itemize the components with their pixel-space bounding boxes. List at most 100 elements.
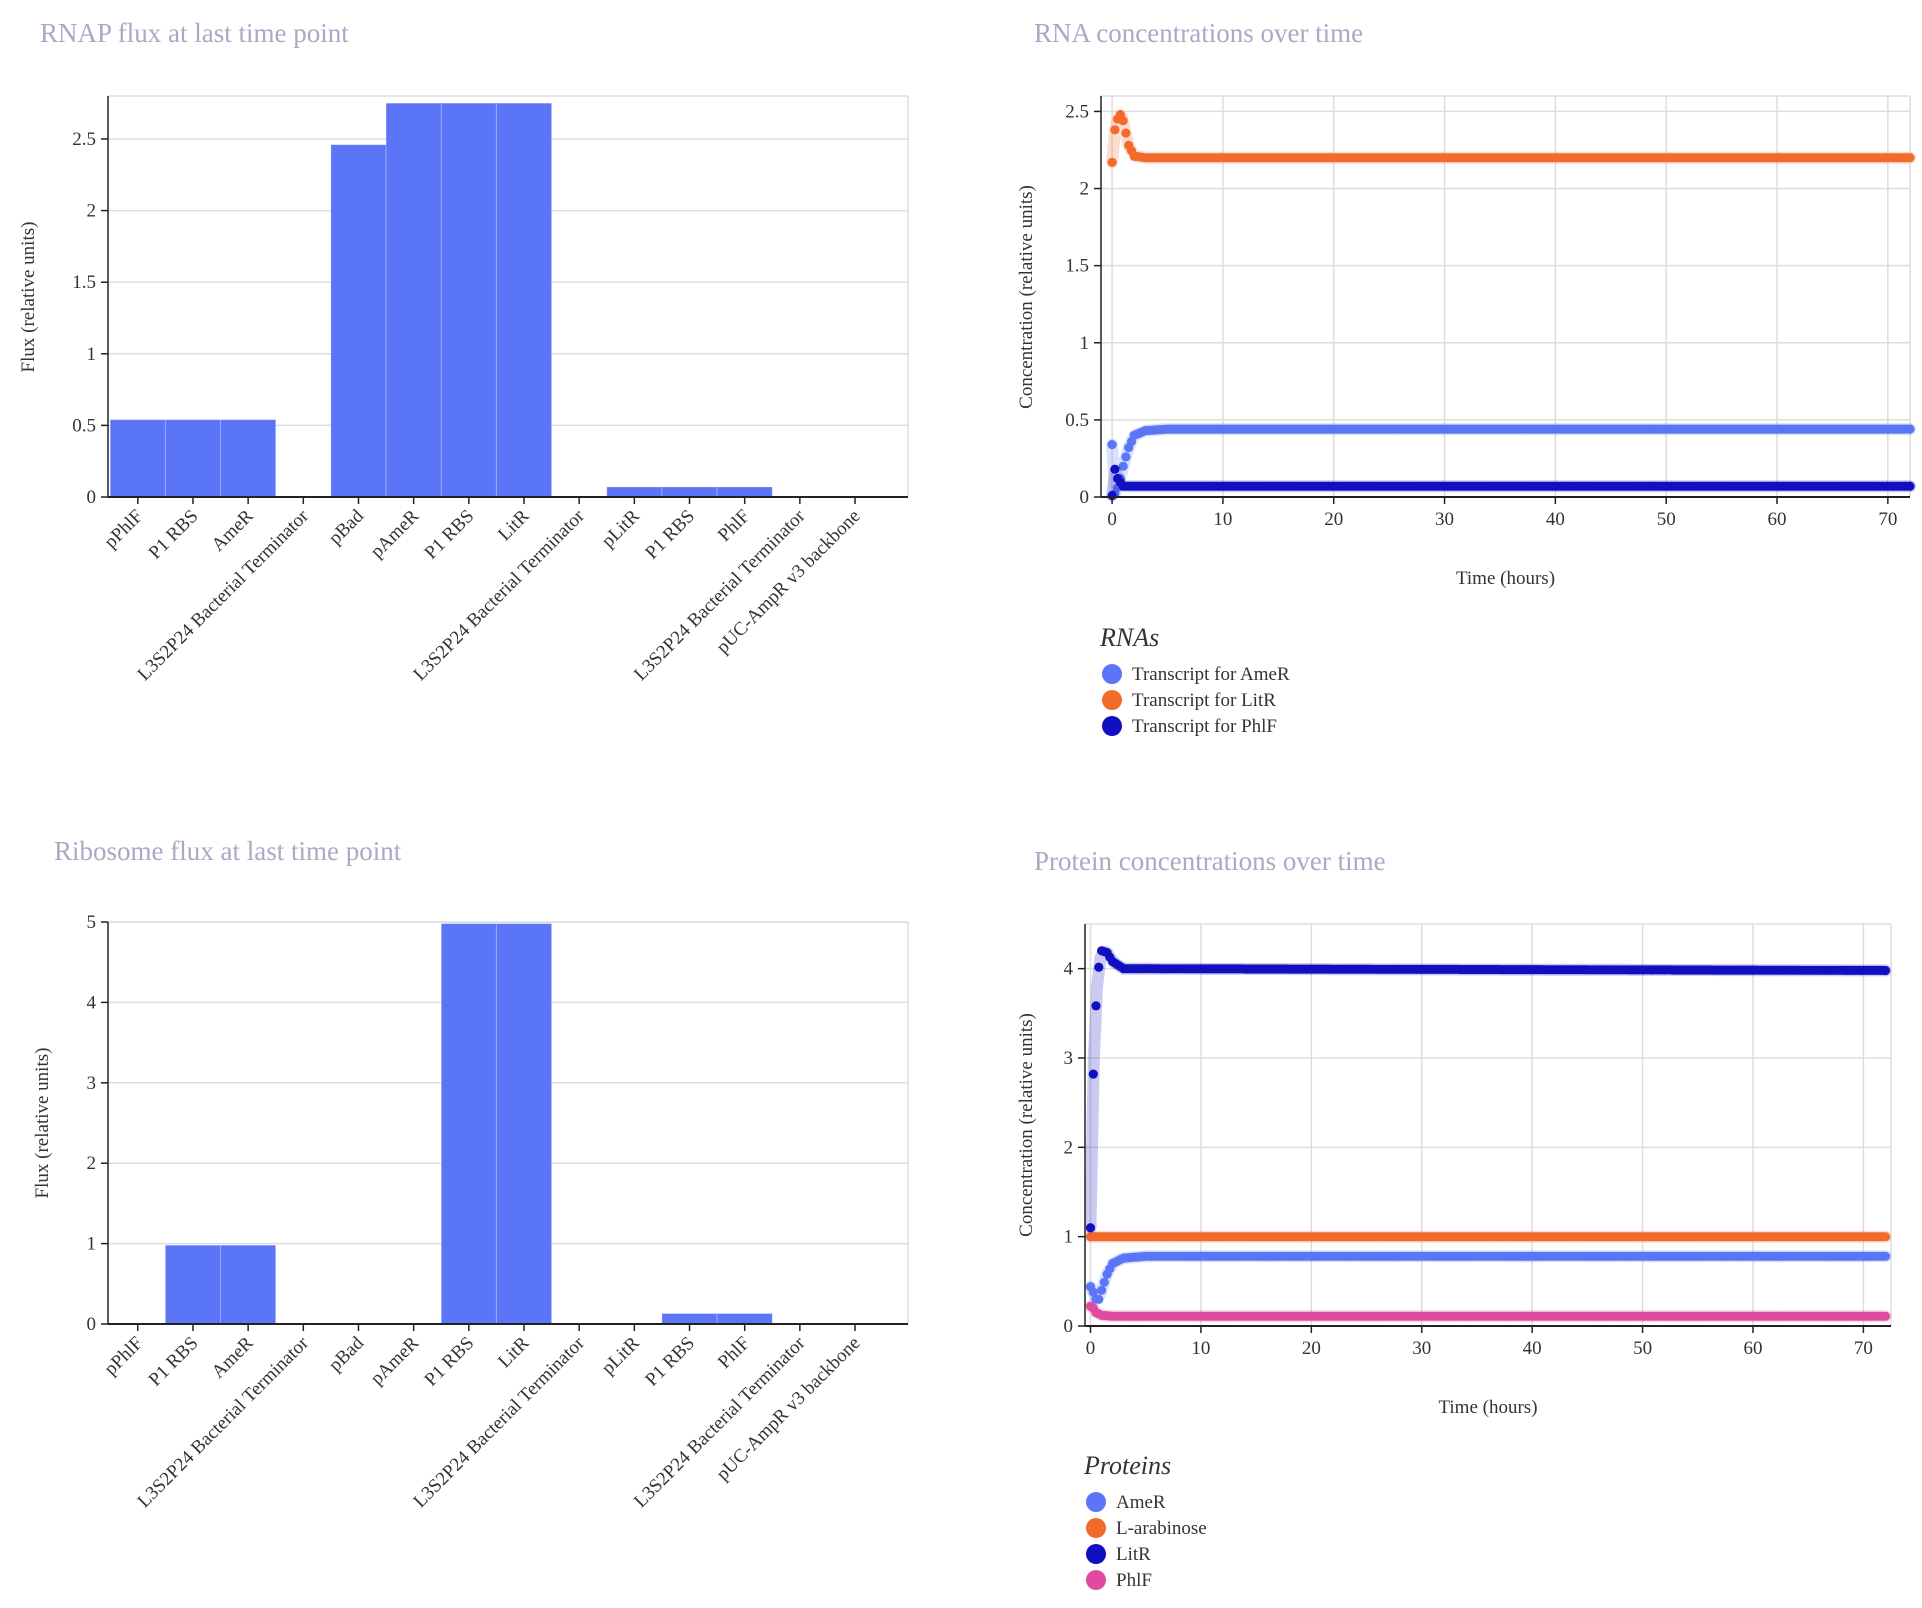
y-tick-label: 2 (1080, 179, 1090, 200)
x-tick-label: 0 (1086, 1338, 1096, 1359)
bar (164, 1244, 222, 1325)
bar (716, 486, 773, 498)
data-point (1880, 965, 1891, 976)
legend-title: Proteins (1083, 1451, 1171, 1480)
data-point (1118, 461, 1128, 471)
legend-swatch (1086, 1544, 1106, 1564)
y-tick-label: 2.5 (1065, 101, 1089, 122)
y-tick-label: 1 (87, 1234, 97, 1255)
bar (220, 419, 277, 498)
legend-label: Transcript for AmeR (1132, 664, 1290, 685)
bar (164, 419, 222, 498)
legend-label: PhlF (1116, 1570, 1152, 1591)
legend-label: AmeR (1116, 1492, 1166, 1513)
data-point (1880, 1232, 1891, 1242)
series-litr (1084, 945, 1892, 1234)
y-tick-label: 0.5 (72, 415, 96, 436)
series-transcript-for-phlf (1106, 464, 1916, 502)
legend-label: Transcript for LitR (1132, 690, 1276, 711)
x-tick-label: 70 (1854, 1338, 1873, 1359)
y-tick-label: 4 (1064, 959, 1074, 980)
x-tick-label: AmeR (208, 1332, 258, 1382)
bar (109, 419, 166, 498)
data-point (1091, 1001, 1101, 1011)
x-tick-label: 0 (1107, 509, 1117, 530)
series-amer (1084, 1250, 1892, 1306)
data-point (1121, 128, 1131, 138)
data-point (1094, 1294, 1104, 1304)
y-tick-label: 1.5 (1065, 256, 1089, 277)
data-point (1880, 1311, 1891, 1321)
bar (495, 923, 553, 1325)
x-tick-label: pLitR (598, 1332, 644, 1378)
data-point (1905, 481, 1915, 491)
bar (661, 486, 718, 498)
x-tick-label: 30 (1435, 509, 1454, 530)
y-tick-label: 1.5 (72, 272, 96, 293)
x-tick-label: 30 (1412, 1338, 1431, 1359)
x-tick-label: 50 (1657, 509, 1676, 530)
y-tick-label: 0 (87, 487, 97, 508)
data-point (1107, 157, 1117, 167)
data-point (1905, 424, 1915, 434)
y-tick-label: 4 (87, 992, 97, 1013)
x-tick-label: 60 (1768, 509, 1787, 530)
x-tick-label: P1 RBS (145, 506, 203, 564)
data-point (1094, 962, 1104, 972)
x-tick-label: pLitR (598, 505, 644, 551)
x-tick-label: PhlF (714, 506, 754, 546)
data-point (1099, 1277, 1109, 1287)
rna-chart-title: RNA concentrations over time (1034, 18, 1364, 48)
legend-title: RNAs (1099, 623, 1159, 652)
legend-label: LitR (1116, 1544, 1151, 1565)
bar (440, 102, 497, 498)
series-transcript-for-amer (1106, 423, 1916, 499)
bar (330, 144, 387, 498)
legend-swatch (1102, 690, 1122, 710)
x-tick-label: pAmeR (367, 1332, 424, 1389)
legend-swatch (1086, 1492, 1106, 1512)
bar (716, 1313, 773, 1325)
x-tick-label: pPhlF (100, 1333, 147, 1380)
data-point (1880, 1251, 1891, 1261)
y-axis-label: Concentration (relative units) (1016, 1013, 1037, 1237)
legend: Proteins AmeR L-arabinose LitR PhlF (1083, 1451, 1207, 1591)
x-tick-label: 50 (1633, 1338, 1652, 1359)
rna-concentration-chart: 0 0.5 1 1.5 2 2.5 0 10 20 30 40 50 60 70 Time (hours) C… (1016, 95, 1916, 737)
bar (220, 1244, 277, 1325)
x-tick-label: 60 (1743, 1338, 1762, 1359)
series-transcript-for-litr (1106, 109, 1916, 169)
rnap-chart-title: RNAP flux at last time point (40, 18, 349, 48)
bar (606, 486, 663, 498)
series-halo (1084, 945, 1892, 1234)
x-tick-label: PhlF (714, 1333, 754, 1373)
bar (385, 102, 442, 498)
x-tick-label: P1 RBS (145, 1333, 203, 1391)
data-point (1905, 153, 1915, 163)
x-tick-label: 40 (1546, 509, 1565, 530)
x-tick-label: pBad (325, 1332, 369, 1376)
y-axis-label: Concentration (relative units) (1016, 185, 1037, 409)
data-point (1110, 125, 1120, 135)
y-axis-label: Flux (relative units) (18, 222, 39, 373)
y-tick-label: 2 (87, 1153, 97, 1174)
data-point (1097, 1285, 1107, 1295)
data-point (1118, 116, 1128, 126)
y-tick-label: 5 (87, 912, 97, 933)
legend-swatch (1086, 1518, 1106, 1538)
legend-swatch (1086, 1570, 1106, 1590)
legend: RNAs Transcript for AmeR Transcript for Li… (1099, 623, 1290, 737)
x-tick-label: P1 RBS (641, 506, 699, 564)
y-tick-label: 3 (1064, 1048, 1074, 1069)
series-l-arabinose (1084, 1230, 1892, 1243)
x-axis-label: Time (hours) (1438, 1397, 1537, 1418)
bar (440, 923, 497, 1325)
data-point (1121, 452, 1131, 462)
data-point (1107, 440, 1117, 450)
y-tick-label: 2 (87, 201, 97, 222)
series-phlf (1084, 1300, 1892, 1323)
